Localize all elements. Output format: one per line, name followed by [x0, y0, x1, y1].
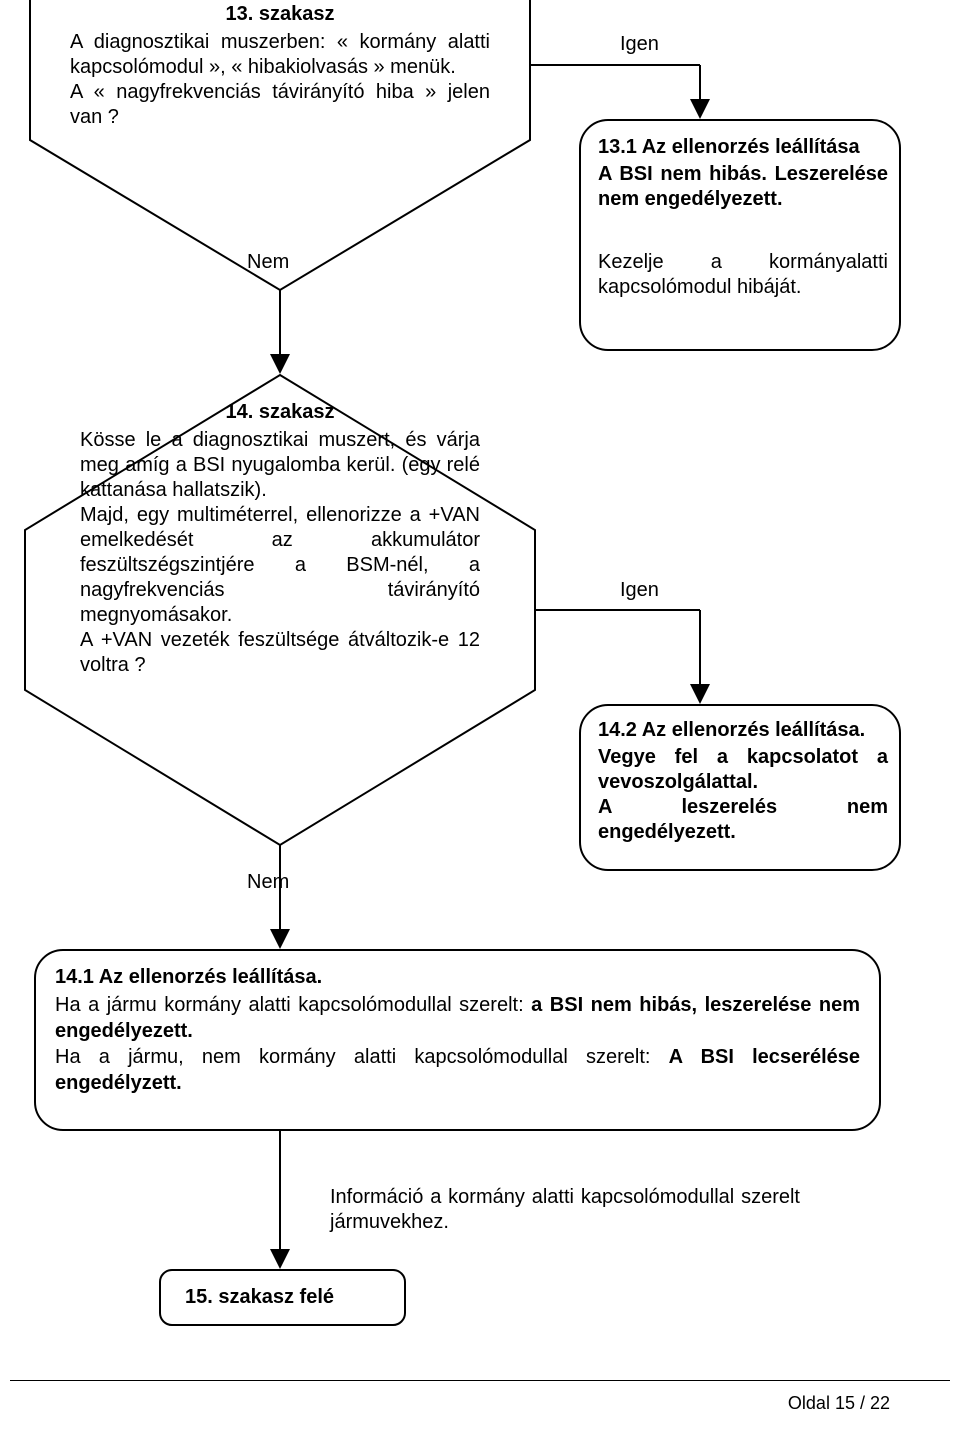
hex14-body: Kösse le a diagnosztikai muszert, és vár…	[80, 428, 480, 678]
box14-1-body: Ha a jármu kormány alatti kapcsolómodull…	[55, 992, 860, 1096]
box14-2-title: 14.2 Az ellenorzés leállítása.	[598, 718, 888, 743]
box14-1-l2a: Ha a jármu, nem kormány alatti kapcsolóm…	[55, 1046, 650, 1068]
box13-1-line2: Kezelje a kormányalatti kapcsolómodul hi…	[598, 250, 888, 300]
box13-1-title: 13.1 Az ellenorzés leállítása	[598, 135, 888, 160]
box14-1-title: 14.1 Az ellenorzés leállítása.	[55, 965, 322, 990]
box14-2-body: Vegye fel a kapcsolatot a vevoszolgálatt…	[598, 745, 888, 845]
hex13-no-label: Nem	[247, 250, 289, 275]
page: 13. szakasz A diagnosztikai muszerben: «…	[0, 0, 960, 1434]
box14-1-l1a: Ha a jármu kormány alatti kapcsolómodull…	[55, 994, 524, 1016]
hex14-no-label: Nem	[247, 870, 289, 895]
info-text: Információ a kormány alatti kapcsolómodu…	[330, 1185, 800, 1235]
hex14-yes-label: Igen	[620, 578, 659, 603]
hex14-title: 14. szakasz	[80, 400, 480, 425]
hex13-body: A diagnosztikai muszerben: « kormány ala…	[70, 30, 490, 130]
hex13-yes-label: Igen	[620, 32, 659, 57]
to-step-15: 15. szakasz felé	[185, 1285, 334, 1310]
hex13-title: 13. szakasz	[70, 2, 490, 27]
page-footer: Oldal 15 / 22	[788, 1393, 890, 1414]
box13-1-line1: A BSI nem hibás. Leszerelése nem engedél…	[598, 162, 888, 212]
